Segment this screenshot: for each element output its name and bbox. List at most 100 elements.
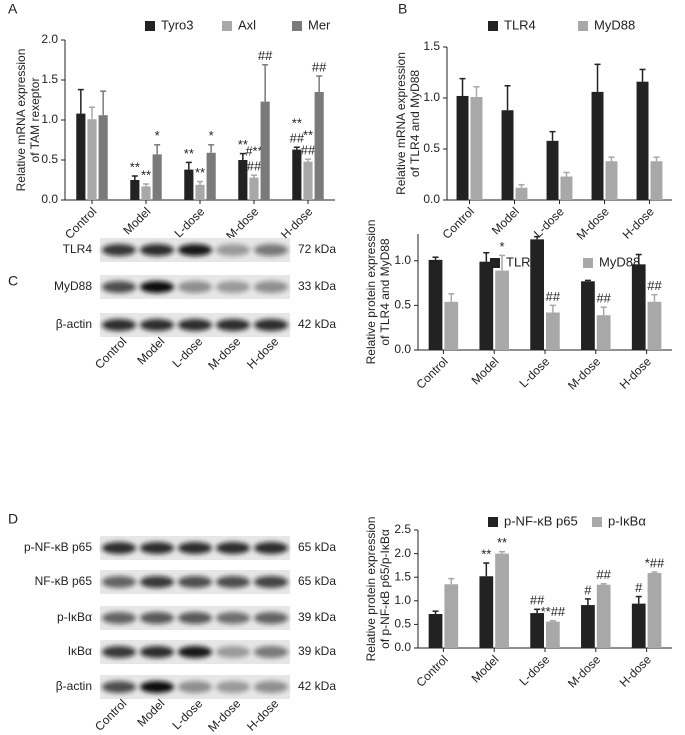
blot-band (101, 646, 137, 658)
blot-lane-label: Model (134, 696, 167, 729)
y-tick-label: 2.5 (394, 522, 411, 536)
x-tick-label: H-dose (617, 652, 654, 689)
significance: ## (596, 291, 611, 306)
x-tick-label: M-dose (223, 204, 261, 242)
significance: ** (130, 159, 140, 174)
significance: ** (195, 165, 205, 180)
bar (152, 154, 162, 200)
bar (495, 553, 509, 648)
bar (479, 576, 494, 648)
bar (444, 584, 459, 648)
blot-band (253, 612, 289, 624)
y-axis-label-line: Relative protein expression (364, 517, 378, 662)
blot-lane-label: Control (92, 696, 129, 733)
y-axis-label: Relative mRNA expression of TLR4 and MyD8… (394, 52, 422, 195)
bar (292, 149, 302, 200)
blot-band (215, 542, 251, 554)
blot-band (215, 244, 251, 256)
y-tick-label: 1.5 (41, 72, 58, 86)
bar (596, 584, 611, 648)
blot-band (139, 281, 175, 293)
blot-band (139, 244, 175, 256)
blot-band (177, 244, 213, 256)
x-tick-label: M-dose (574, 204, 612, 242)
significance: ## (596, 567, 611, 582)
y-tick-label: 2.0 (394, 546, 411, 560)
blot-band (177, 319, 213, 331)
x-tick-label: L-dose (172, 204, 208, 240)
blot-band (139, 576, 175, 588)
legend-label: p-NF-κB p65 (504, 513, 578, 528)
x-tick-label: Control (440, 204, 477, 241)
blot-band (253, 244, 289, 256)
blot-band (253, 576, 289, 588)
x-tick-label: L-dose (517, 354, 553, 390)
bar (631, 264, 646, 350)
x-tick-label: L-dose (531, 204, 567, 240)
blot-band (139, 646, 175, 658)
y-axis-label-line: of TAM rexeptor (28, 78, 42, 163)
bar (650, 161, 663, 200)
y-tick-label: 0.0 (423, 192, 440, 206)
blot-band (215, 576, 251, 588)
legend-swatch (488, 517, 498, 527)
blot-row-label: MyD88 (54, 279, 92, 293)
blot-band (139, 612, 175, 624)
y-tick-label: 1.0 (394, 593, 411, 607)
blot-lane-label: M-dose (205, 696, 243, 734)
legend-swatch (490, 258, 500, 268)
significance: ## (647, 278, 662, 293)
blot-row-label: TLR4 (63, 242, 93, 256)
blot-row-label: p-IκBα (57, 610, 92, 624)
bar (501, 110, 514, 200)
x-tick-label: Model (489, 204, 522, 237)
bar (314, 92, 324, 200)
blot-lane-label: H-dose (244, 334, 281, 371)
blot-band (101, 319, 137, 331)
x-tick-label: L-dose (517, 652, 553, 688)
y-tick-label: 1.0 (423, 90, 440, 104)
blot-band (177, 542, 213, 554)
blot-row-label: p-NF-κB p65 (24, 540, 92, 554)
panel-label: C (8, 273, 18, 289)
blot-band (253, 646, 289, 658)
significance: ** (292, 116, 302, 131)
y-axis-label-line: Relative protein expression (364, 220, 378, 365)
legend-swatch (292, 21, 302, 31)
y-tick-label: 1.5 (423, 39, 440, 53)
bar (530, 613, 544, 648)
y-tick-label: 0.5 (394, 617, 411, 631)
x-tick-label: H-dose (617, 354, 654, 391)
blot-band (253, 319, 289, 331)
legend-label: p-IκBα (608, 513, 646, 528)
y-axis-label-line: Relative mRNA expression (394, 52, 408, 195)
panel-label: D (8, 511, 18, 527)
significance: #** (245, 144, 262, 159)
blot-lane-label: Control (92, 334, 129, 371)
significance: ## (301, 143, 316, 158)
bar (141, 186, 151, 200)
blot-size-label: 39 kDa (298, 610, 336, 624)
bar (184, 169, 194, 200)
blot-band (177, 576, 213, 588)
x-tick-label: Control (62, 204, 99, 241)
significance: ## (290, 131, 305, 146)
bar (636, 81, 649, 200)
blot-band (177, 681, 213, 693)
blot-size-label: 72 kDa (298, 242, 336, 256)
blot-band (139, 542, 175, 554)
legend-label: Tyro3 (161, 17, 194, 32)
bar (647, 301, 662, 350)
significance: *## (645, 555, 665, 570)
blot-band (253, 542, 289, 554)
bar (87, 119, 97, 200)
blot-row-label: NF-κB p65 (35, 574, 93, 588)
bar (444, 301, 459, 350)
significance: **## (541, 604, 566, 619)
y-tick-label: 0.0 (394, 342, 411, 356)
legend-swatch (145, 21, 155, 31)
significance: ** (497, 535, 507, 550)
y-axis-label-line: of TLR4 and MyD88 (408, 70, 422, 177)
blot-band (101, 244, 137, 256)
y-tick-label: 1.0 (41, 112, 58, 126)
